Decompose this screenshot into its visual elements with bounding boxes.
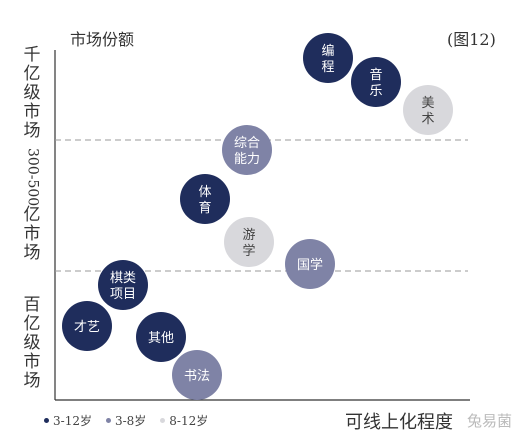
bubble-label: 游	[242, 228, 255, 243]
axes	[54, 50, 470, 401]
bubble: 体育	[180, 174, 230, 224]
bubble-circle	[285, 239, 335, 289]
bubble-circle	[224, 217, 274, 267]
bubble: 国学	[285, 239, 335, 289]
y-band-middle: 300-500 亿市场	[23, 148, 41, 264]
chart-title: (图12)	[447, 30, 496, 49]
bubble: 其他	[136, 312, 186, 362]
y-axis-title: 市场份额	[70, 30, 135, 49]
bubble-label: 棋类	[110, 271, 136, 286]
bubble-label: 体	[198, 185, 211, 200]
bubble-circle	[180, 174, 230, 224]
bubble: 游学	[224, 217, 274, 267]
bubble-label: 美	[421, 96, 434, 111]
legend-dot-icon	[105, 418, 111, 423]
bubble-circle	[222, 125, 272, 175]
watermark: 兔易菌	[466, 412, 512, 430]
bubble-label: 才艺	[74, 320, 100, 335]
bubble-label: 乐	[369, 84, 382, 99]
y-band-bottom: 百亿级市场	[23, 295, 41, 391]
bubble-label: 学	[242, 243, 255, 259]
y-band-top: 千亿级市场	[23, 45, 41, 141]
legend-label: 8-12岁	[169, 414, 209, 428]
bubble-label: 音	[369, 67, 382, 83]
bubble-label: 编	[321, 44, 334, 59]
bubble-circle	[62, 301, 112, 351]
bubble: 音乐	[351, 57, 401, 107]
bubble-label: 综合	[234, 136, 260, 151]
bubble: 书法	[172, 350, 222, 400]
bubble-label: 能力	[234, 152, 260, 167]
legend-dot-icon	[160, 418, 166, 423]
bubble-circle	[172, 350, 222, 400]
x-axis-title: 可线上化程度	[345, 412, 453, 433]
bubble-label: 其他	[148, 331, 174, 346]
bubble-circle	[303, 33, 353, 83]
bubble-circle	[136, 312, 186, 362]
bubble-label: 程	[321, 60, 334, 75]
bubble: 编程	[303, 33, 353, 83]
bubble: 美术	[403, 85, 453, 135]
legend-dot-icon	[44, 418, 49, 423]
legend-item: 8-12岁	[160, 412, 208, 429]
legend-item: 3-8岁	[105, 412, 147, 429]
bubble-circle	[98, 260, 148, 310]
bubble-circle	[351, 57, 401, 107]
bubble-label: 育	[198, 200, 211, 216]
legend: 3-12岁 3-8岁 8-12岁	[44, 412, 208, 429]
bubble-label: 国学	[297, 257, 323, 273]
bubble-label: 术	[421, 112, 434, 127]
bubble-label: 书法	[184, 369, 210, 384]
legend-label: 3-12岁	[53, 414, 92, 428]
bubble-label: 项目	[110, 287, 136, 302]
bubble-circle	[403, 85, 453, 135]
bubble: 才艺	[62, 301, 112, 351]
legend-item: 3-12岁	[44, 412, 92, 429]
legend-label: 3-8岁	[114, 414, 147, 428]
